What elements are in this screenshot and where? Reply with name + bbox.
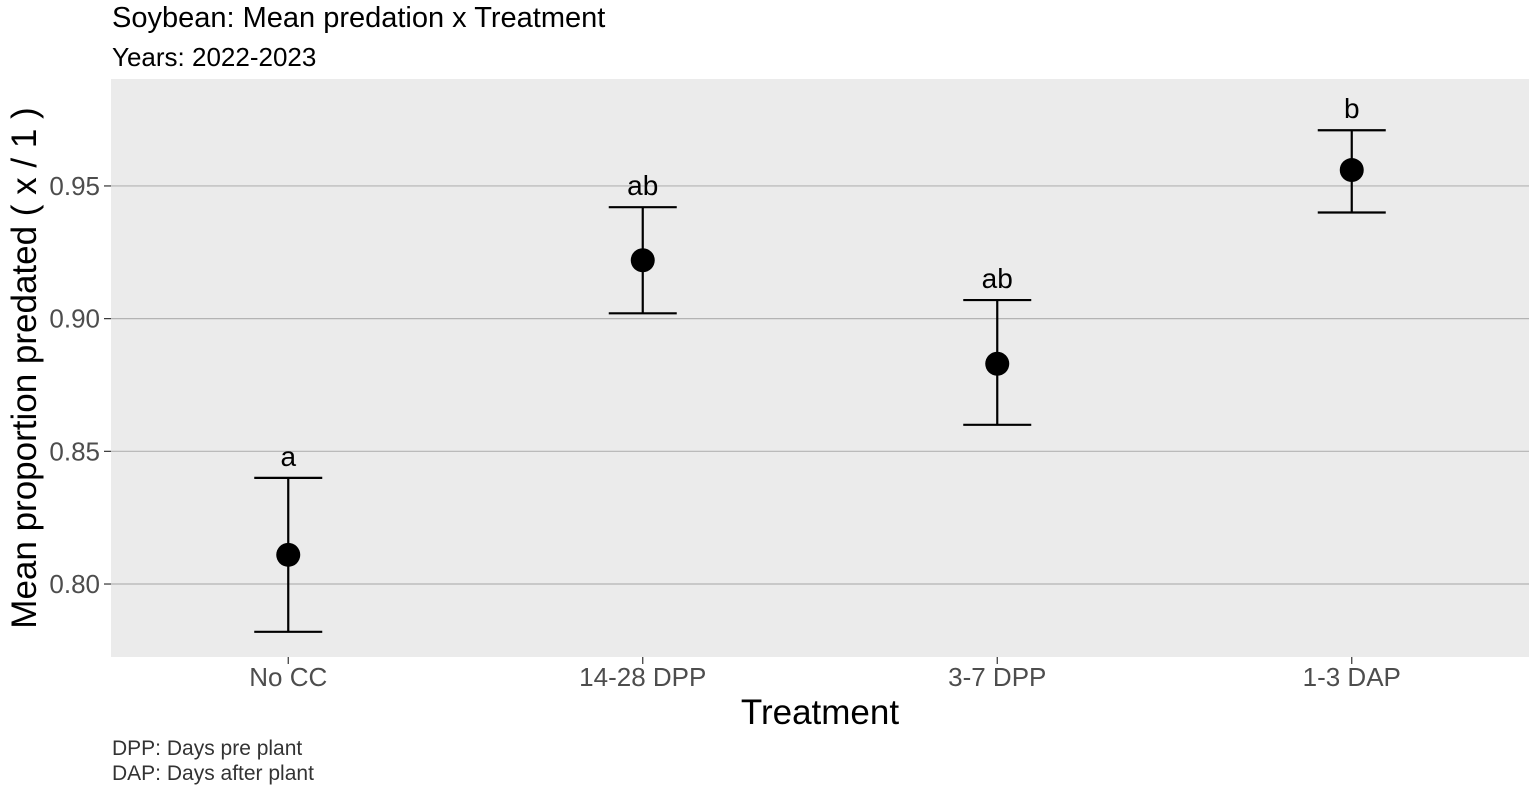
data-point xyxy=(985,351,1010,376)
x-tick-label: 3-7 DPP xyxy=(948,662,1046,692)
y-tick-label: 0.90 xyxy=(49,304,100,334)
significance-label: b xyxy=(1344,93,1360,124)
data-point xyxy=(630,248,655,273)
y-axis: 0.80 0.85 0.90 0.95 xyxy=(49,171,111,599)
significance-label: a xyxy=(280,441,296,472)
y-tick-label: 0.80 xyxy=(49,569,100,599)
x-tick-label: 14-28 DPP xyxy=(579,662,706,692)
significance-label: ab xyxy=(627,170,658,201)
x-tick-label: No CC xyxy=(249,662,327,692)
caption-dap: DAP: Days after plant xyxy=(112,762,314,785)
chart-subtitle: Years: 2022-2023 xyxy=(112,42,317,72)
caption-dpp: DPP: Days pre plant xyxy=(112,737,303,760)
significance-label: ab xyxy=(982,263,1013,294)
data-marks: a ab ab b xyxy=(254,93,1386,633)
x-axis-title: Treatment xyxy=(741,693,899,732)
data-point xyxy=(276,542,301,567)
y-tick-label: 0.85 xyxy=(49,436,100,466)
grid-lines xyxy=(111,185,1529,585)
x-axis: No CC 14-28 DPP 3-7 DPP 1-3 DAP xyxy=(249,657,1401,692)
y-tick-label: 0.95 xyxy=(49,171,100,201)
y-axis-title: Mean proportion predated ( x / 1 ) xyxy=(5,107,44,628)
x-tick-label: 1-3 DAP xyxy=(1303,662,1401,692)
chart-title: Soybean: Mean predation x Treatment xyxy=(112,2,606,34)
plot-panel xyxy=(111,79,1529,657)
data-point xyxy=(1339,158,1364,183)
